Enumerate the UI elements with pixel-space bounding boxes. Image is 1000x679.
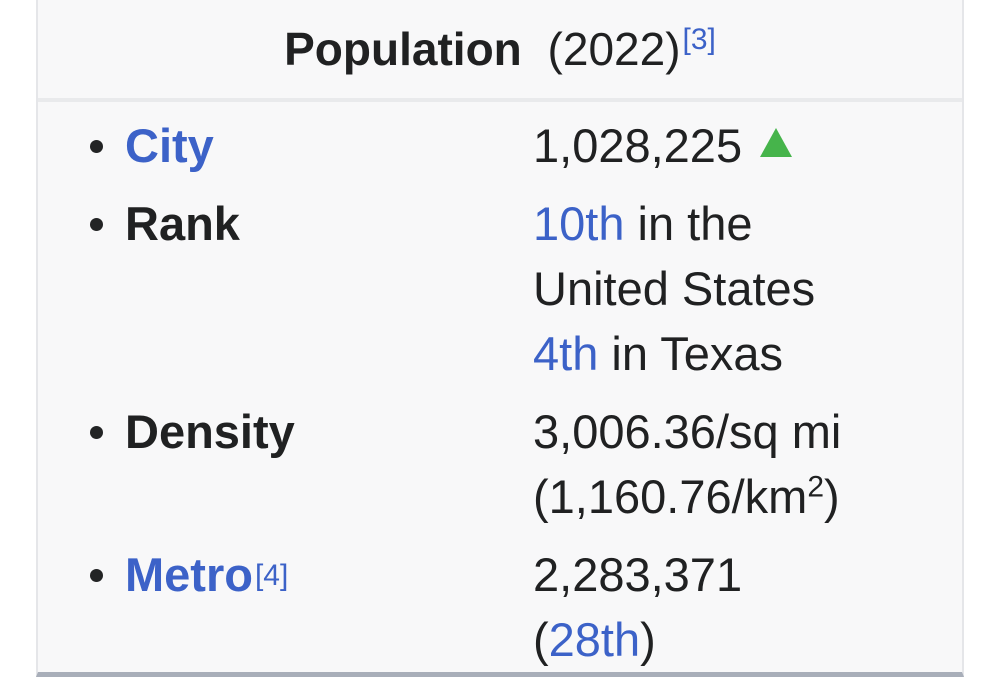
density-imperial-line: 3,006.36/sq mi [533,399,962,464]
metro-link[interactable]: Metro [125,548,253,601]
population-infobox: Population (2022)[3] City 1,028,225 Rank [36,0,964,677]
metro-rank-post: ) [640,613,656,666]
metro-value-cell: 2,283,371 (28th) [533,542,962,672]
density-label-cell: Density [38,399,533,529]
rank-texas-text: in Texas [598,327,783,380]
reference-4-link[interactable]: [4] [254,558,289,592]
rank-us-country: United States [533,262,816,315]
density-metric-exponent: 2 [807,470,824,504]
density-metric-line: (1,160.76/km2) [533,464,962,529]
city-population-value: 1,028,225 [533,119,743,172]
reference-3-link[interactable]: [3] [682,22,716,56]
row-metro: Metro[4] 2,283,371 (28th) [38,542,962,672]
metro-rank-line: (28th) [533,607,962,672]
metro-rank-link[interactable]: 28th [548,613,641,666]
density-metric-pre: (1,160.76/km [533,470,808,523]
row-city: City 1,028,225 [38,113,962,178]
density-label: Density [125,405,295,458]
city-label-cell: City [38,113,533,178]
density-imperial-value: 3,006.36/sq mi [533,405,842,458]
bullet-icon [90,426,103,439]
increase-icon [760,128,793,157]
rank-label: Rank [125,197,240,250]
metro-population-value: 2,283,371 [533,548,743,601]
density-metric-post: ) [824,470,840,523]
header-line: Population (2022)[3] [284,22,716,75]
rank-us-text: in the [624,197,753,250]
bullet-icon [90,569,103,582]
row-rank: Rank 10th in the United States 4th in Te… [38,191,962,386]
rank-texas-link[interactable]: 4th [533,327,599,380]
city-population-line: 1,028,225 [533,113,962,178]
rank-us-line1: 10th in the [533,191,962,256]
density-value-cell: 3,006.36/sq mi (1,160.76/km2) [533,399,962,529]
infobox-body: City 1,028,225 Rank 10th in the United S… [38,102,962,672]
header-title: Population [284,23,522,75]
city-value-cell: 1,028,225 [533,113,962,178]
metro-rank-pre: ( [533,613,549,666]
row-density: Density 3,006.36/sq mi (1,160.76/km2) [38,399,962,529]
bullet-icon [90,140,103,153]
bullet-icon [90,218,103,231]
metro-label-cell: Metro[4] [38,542,533,672]
rank-us-link[interactable]: 10th [533,197,625,250]
metro-population-line: 2,283,371 [533,542,962,607]
rank-texas-line: 4th in Texas [533,321,962,386]
city-link[interactable]: City [125,119,214,172]
header-year: (2022) [547,23,681,75]
rank-value-cell: 10th in the United States 4th in Texas [533,191,962,386]
infobox-header: Population (2022)[3] [38,0,962,102]
rank-label-cell: Rank [38,191,533,386]
rank-us-line2: United States [533,256,962,321]
